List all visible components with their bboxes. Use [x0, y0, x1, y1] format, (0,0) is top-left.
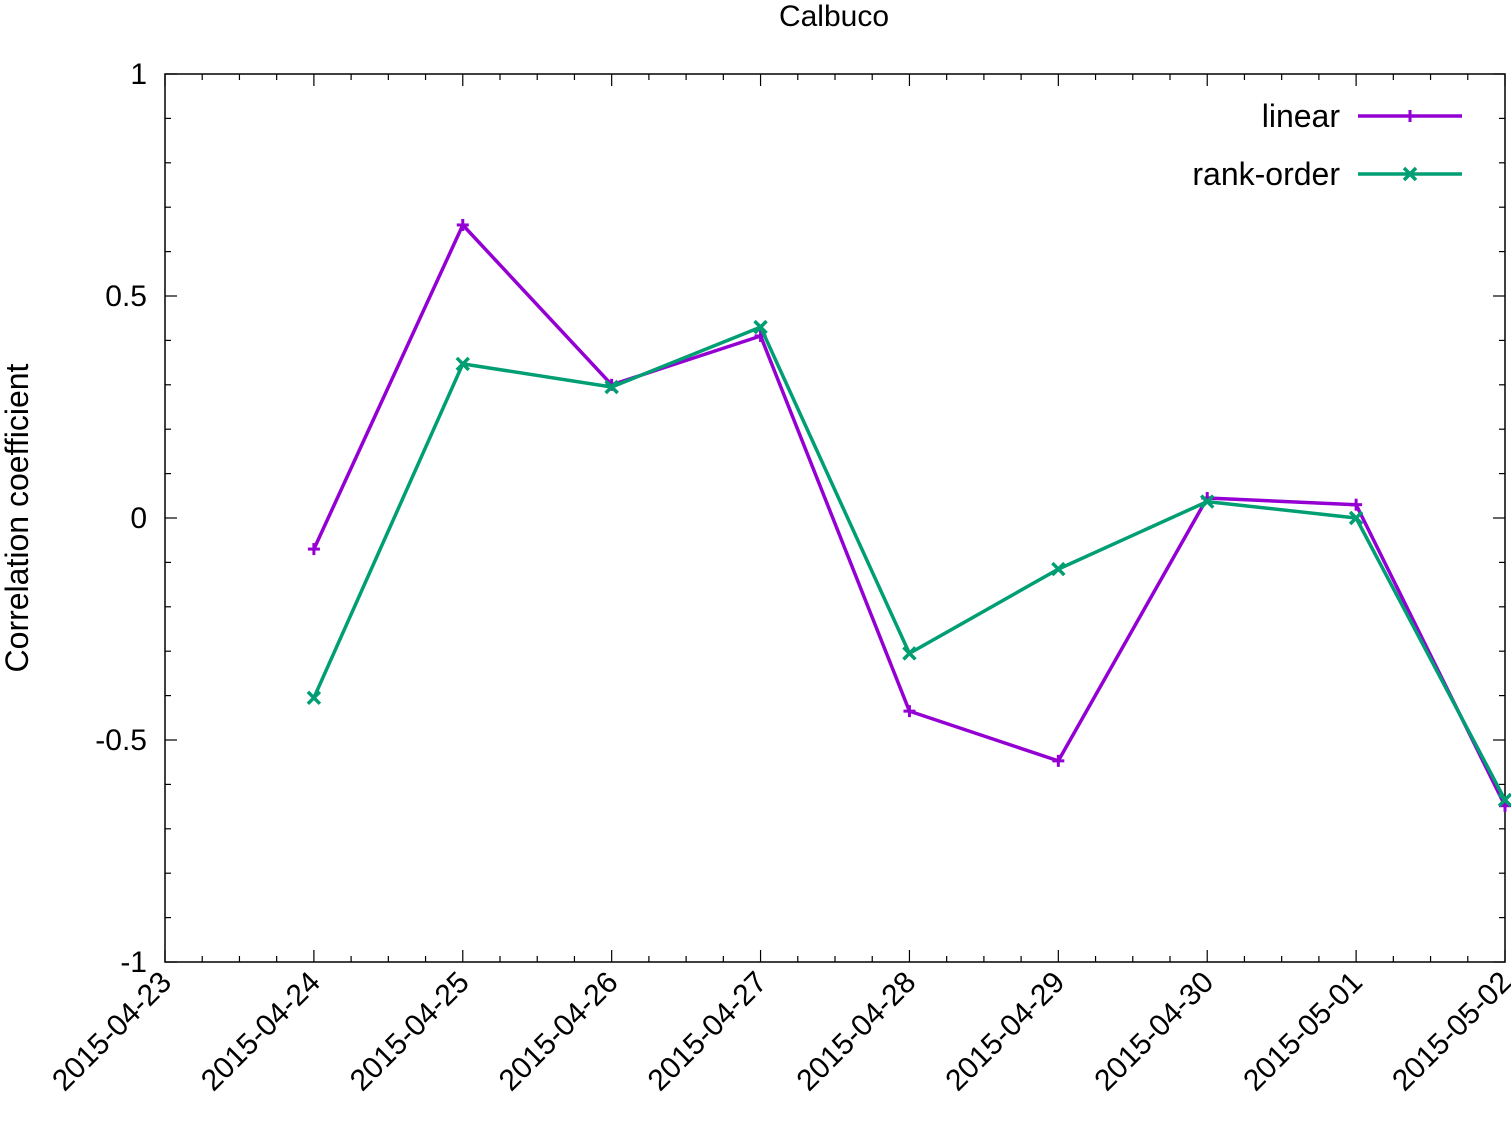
legend-marker [1402, 166, 1418, 182]
data-point [307, 543, 320, 556]
marker-stroke [1402, 166, 1418, 182]
y-tick-label: 1 [130, 58, 147, 91]
series-rank-order [306, 319, 1511, 808]
x-tick-label: 2015-05-02 [1386, 966, 1511, 1098]
x-tick-label: 2015-04-25 [344, 966, 476, 1098]
data-point [902, 646, 917, 661]
data-point [456, 218, 469, 231]
x-tick-label: 2015-04-30 [1088, 966, 1220, 1098]
y-tick-label: -1 [120, 946, 147, 979]
x-tick-labels: 2015-04-23 2015-04-24 2015-04-25 2015-04-26… [46, 966, 1511, 1098]
marker-stroke [1348, 510, 1364, 526]
x-tick-label: 2015-04-28 [791, 966, 923, 1098]
axis-ticks [164, 73, 1506, 963]
marker-stroke [604, 379, 619, 395]
data-point [1199, 494, 1215, 509]
y-axis-label: Correlation coefficient [0, 363, 35, 672]
data-point [753, 319, 768, 335]
legend: linear rank-order [1192, 98, 1462, 192]
marker-stroke [753, 319, 768, 335]
legend-marker [1404, 110, 1416, 122]
data-point [1348, 510, 1364, 526]
x-tick-label: 2015-05-01 [1237, 966, 1369, 1098]
data-point [306, 690, 322, 706]
x-tick-label: 2015-04-24 [195, 966, 327, 1098]
x-tick-label: 2015-04-23 [46, 966, 178, 1098]
marker-stroke [455, 356, 471, 372]
marker-stroke [902, 646, 917, 661]
x-tick-label: 2015-04-29 [939, 966, 1071, 1098]
y-tick-labels: 1 0.5 0 -0.5 -1 [95, 58, 147, 979]
y-tick-label: -0.5 [95, 724, 147, 757]
series-line-rank-order [312, 325, 1507, 801]
legend-item-linear: linear [1262, 98, 1462, 134]
data-point [1350, 498, 1363, 511]
y-tick-label: 0.5 [105, 280, 147, 313]
data-point [903, 705, 916, 718]
data-point [1497, 792, 1511, 808]
x-tick-label: 2015-04-27 [642, 966, 774, 1098]
plot-frame [164, 73, 1506, 963]
series-layer [306, 218, 1511, 812]
legend-item-rank-order: rank-order [1192, 156, 1462, 192]
series-linear [307, 218, 1511, 812]
x-tick-label: 2015-04-26 [493, 966, 625, 1098]
data-point [604, 379, 619, 395]
legend-label: rank-order [1192, 156, 1340, 192]
legend-label: linear [1262, 98, 1341, 134]
y-tick-label: 0 [130, 502, 147, 535]
marker-stroke [1051, 561, 1066, 577]
data-point [1051, 561, 1066, 577]
marker-stroke [1497, 792, 1511, 808]
chart-title: Calbuco [779, 0, 889, 33]
data-point [455, 356, 471, 372]
marker-stroke [1199, 494, 1215, 509]
data-point [1052, 754, 1065, 767]
marker-stroke [306, 690, 322, 706]
